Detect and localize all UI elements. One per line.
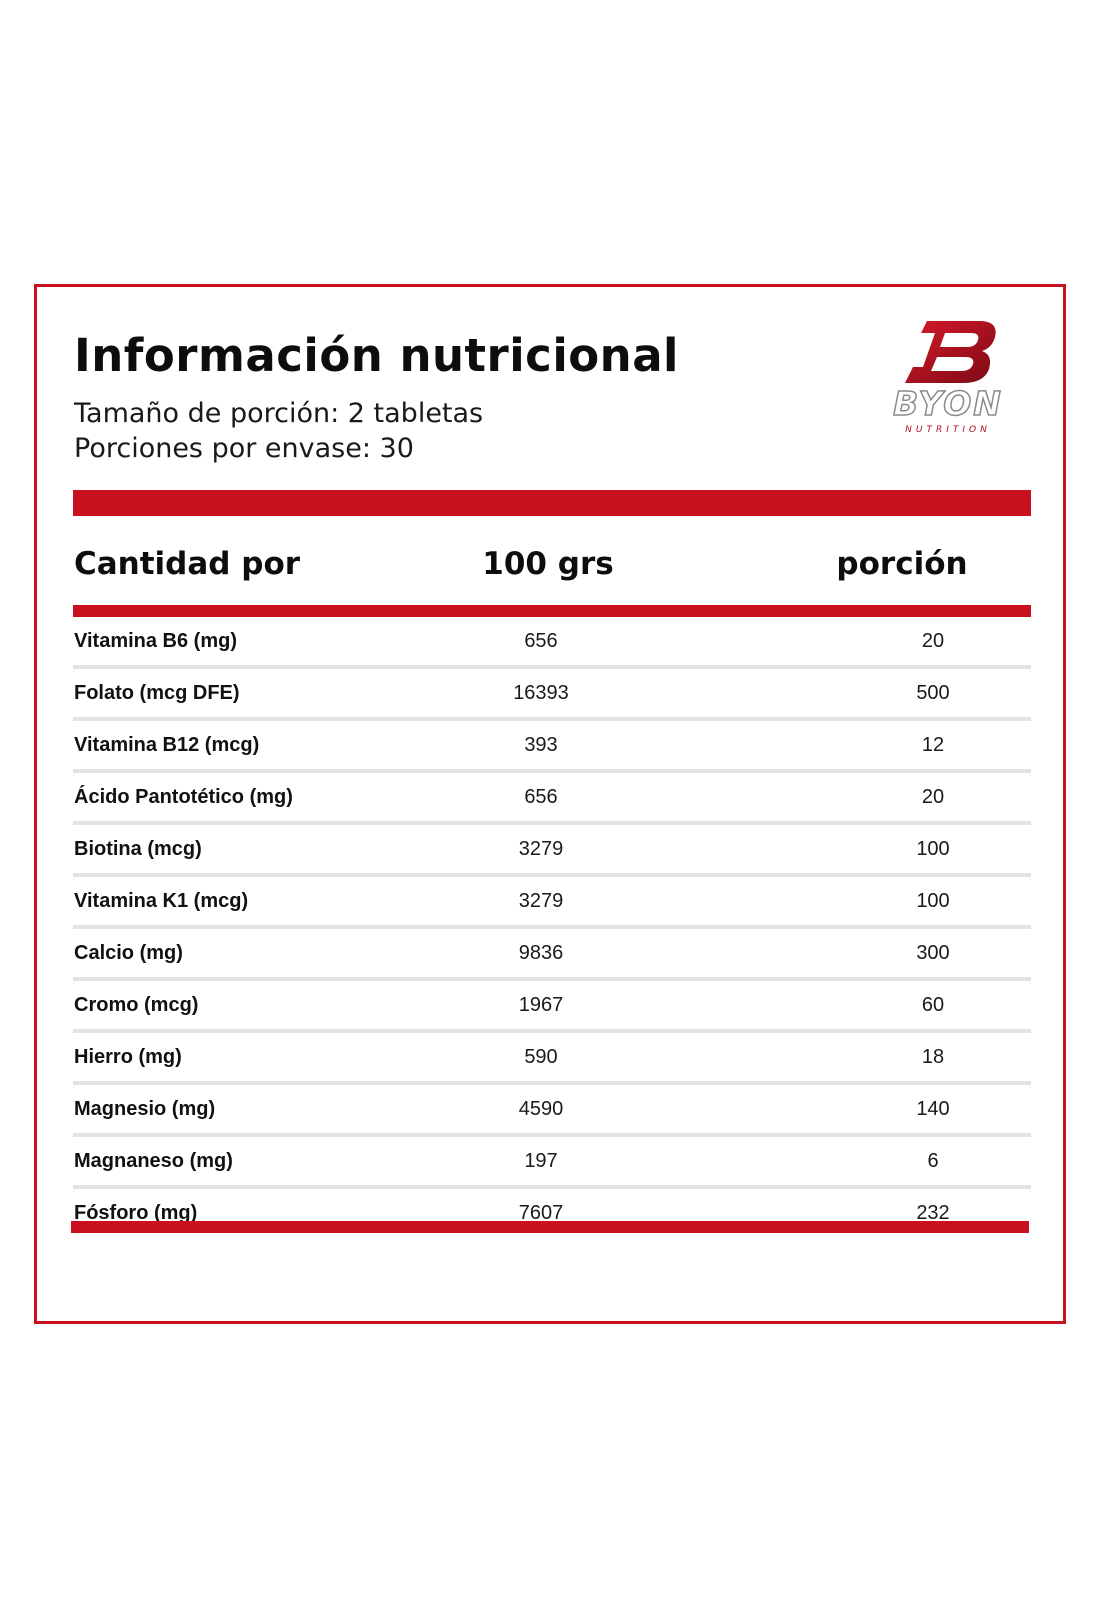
- value-per-100g: 7607: [518, 1202, 564, 1224]
- value-per-serving: 100: [916, 890, 950, 912]
- nutrient-name: Vitamina B12 (mcg): [74, 734, 260, 756]
- table-bottom-divider: [71, 1221, 1029, 1233]
- nutrient-name: Cromo (mcg): [74, 994, 199, 1016]
- table-row: Cromo (mcg) 1967 60: [73, 981, 1031, 1033]
- logo-tagline: NUTRITION: [905, 425, 991, 435]
- b-mark-icon: [905, 321, 996, 383]
- value-per-serving: 500: [916, 682, 950, 704]
- table-row: Ácido Pantotético (mg) 656 20: [73, 773, 1031, 825]
- column-header-per-serving: porción: [836, 546, 968, 582]
- value-per-100g: 656: [524, 786, 558, 808]
- table-row: Magnesio (mg) 4590 140: [73, 1085, 1031, 1137]
- nutrient-name: Magnaneso (mg): [74, 1150, 233, 1172]
- table-row: Vitamina B12 (mcg) 393 12: [73, 721, 1031, 773]
- nutrient-name: Magnesio (mg): [74, 1098, 216, 1120]
- logo-wordmark: BYON: [892, 384, 1003, 423]
- value-per-serving: 20: [921, 786, 945, 808]
- value-per-100g: 3279: [518, 890, 564, 912]
- column-header-label: Cantidad por: [74, 546, 301, 582]
- nutrient-name: Fósforo (mg): [74, 1202, 198, 1224]
- table-row: Hierro (mg) 590 18: [73, 1033, 1031, 1085]
- nutrient-name: Biotina (mcg): [74, 838, 202, 860]
- value-per-100g: 656: [524, 630, 558, 652]
- table-row: Calcio (mg) 9836 300: [73, 929, 1031, 981]
- column-header-divider: [73, 605, 1031, 617]
- value-per-100g: 4590: [518, 1098, 564, 1120]
- nutrient-name: Hierro (mg): [74, 1046, 182, 1068]
- value-per-100g: 9836: [518, 942, 564, 964]
- value-per-100g: 197: [524, 1150, 558, 1172]
- value-per-serving: 60: [921, 994, 945, 1016]
- nutrient-table: Vitamina B6 (mg) 656 20 Folato (mcg DFE)…: [73, 617, 1031, 1241]
- nutrient-name: Folato (mcg DFE): [74, 682, 240, 704]
- value-per-serving: 100: [916, 838, 950, 860]
- value-per-100g: 16393: [513, 682, 569, 704]
- table-row: Vitamina K1 (mcg) 3279 100: [73, 877, 1031, 929]
- nutrient-name: Vitamina K1 (mcg): [74, 890, 249, 912]
- brand-logo: BYON NUTRITION: [883, 317, 1013, 437]
- value-per-serving: 18: [921, 1046, 945, 1068]
- table-row: Folato (mcg DFE) 16393 500: [73, 669, 1031, 721]
- value-per-serving: 300: [916, 942, 950, 964]
- servings-per-container: Porciones por envase: 30: [74, 433, 414, 464]
- table-row: Fósforo (mg) 7607 232: [73, 1189, 1031, 1241]
- value-per-serving: 6: [927, 1150, 939, 1172]
- column-header-per-100g: 100 grs: [482, 546, 614, 582]
- nutrient-name: Calcio (mg): [74, 942, 183, 964]
- value-per-100g: 3279: [518, 838, 564, 860]
- nutrient-name: Vitamina B6 (mg): [74, 630, 237, 652]
- value-per-serving: 20: [921, 630, 945, 652]
- value-per-serving: 232: [916, 1202, 950, 1224]
- serving-size: Tamaño de porción: 2 tabletas: [74, 398, 484, 429]
- value-per-serving: 12: [921, 734, 945, 756]
- table-row: Vitamina B6 (mg) 656 20: [73, 617, 1031, 669]
- page-title: Información nutricional: [74, 329, 679, 382]
- table-row: Biotina (mcg) 3279 100: [73, 825, 1031, 877]
- nutrient-name: Ácido Pantotético (mg): [74, 786, 293, 808]
- value-per-100g: 1967: [518, 994, 564, 1016]
- value-per-100g: 393: [524, 734, 558, 756]
- header-divider: [73, 490, 1031, 516]
- nutrition-facts-panel: Información nutricional Tamaño de porció…: [34, 284, 1066, 1324]
- value-per-serving: 140: [916, 1098, 950, 1120]
- value-per-100g: 590: [524, 1046, 558, 1068]
- table-row: Magnaneso (mg) 197 6: [73, 1137, 1031, 1189]
